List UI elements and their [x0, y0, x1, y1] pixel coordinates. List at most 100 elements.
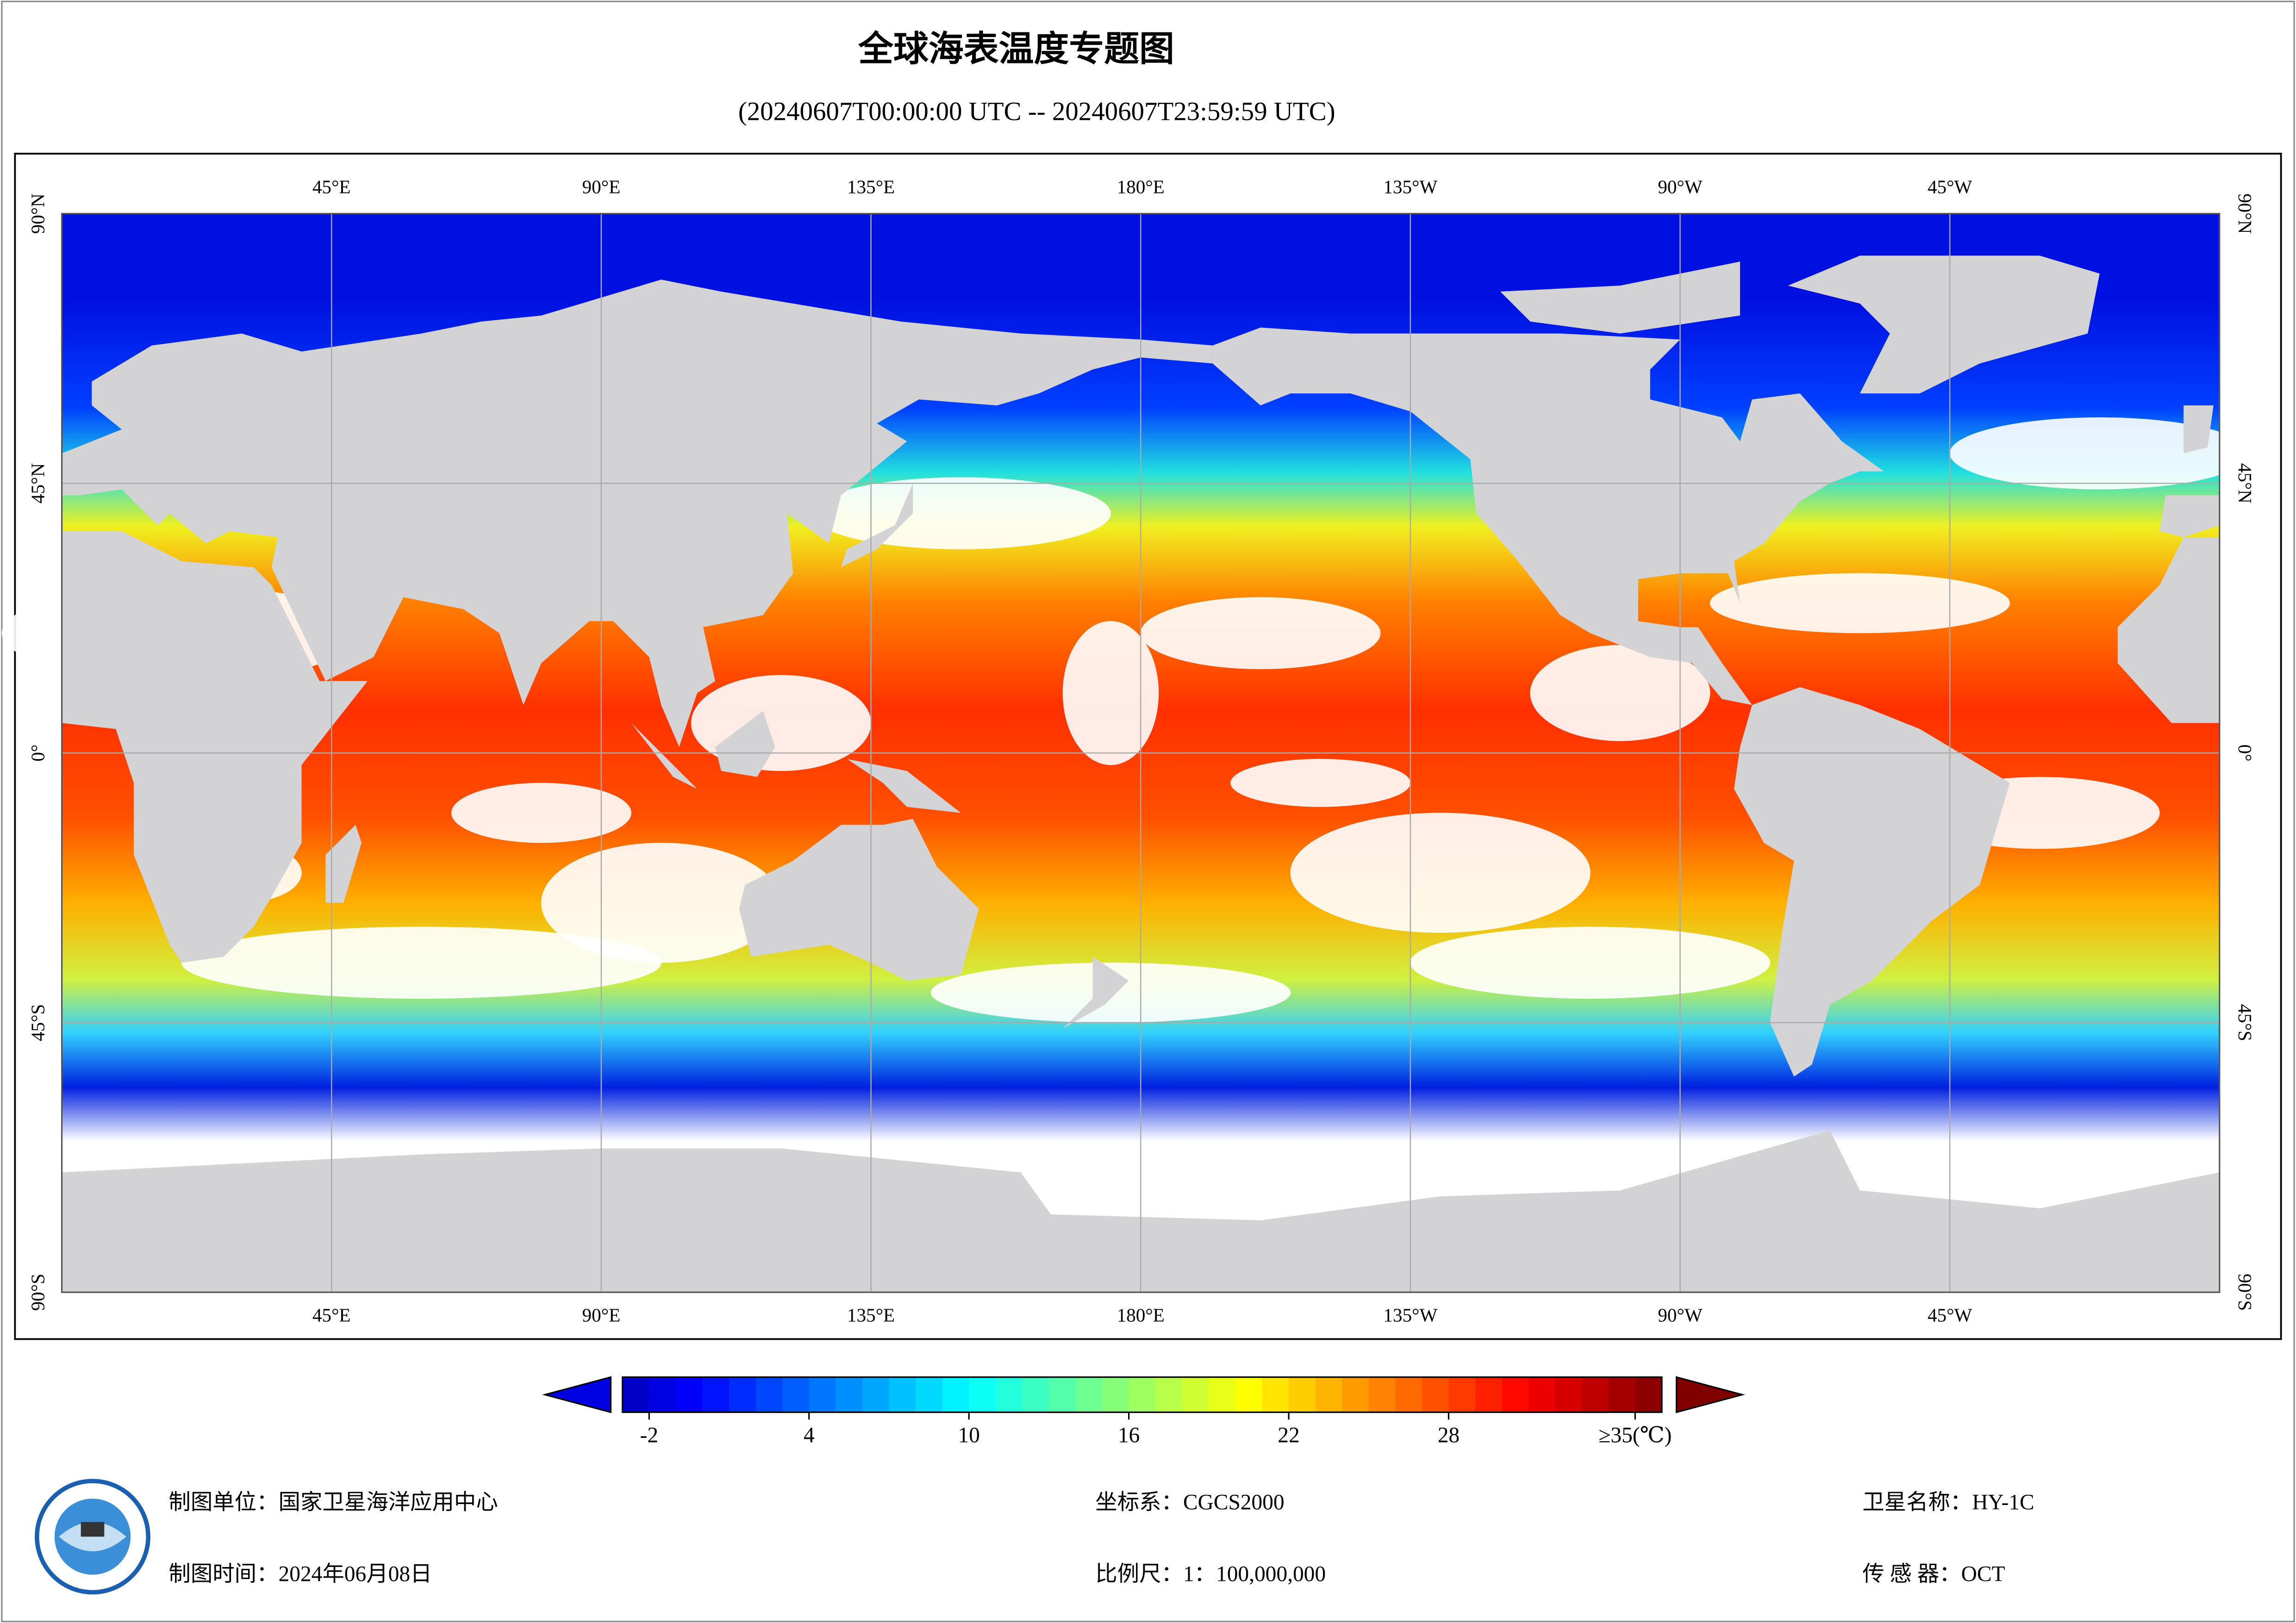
- lat-label-left: 45°S: [27, 1004, 49, 1041]
- land: [847, 759, 961, 813]
- lat-label-left: 90°N: [27, 193, 49, 234]
- colorbar-cell: [1529, 1377, 1556, 1412]
- colorbar-cell: [1155, 1377, 1183, 1412]
- colorbar-cell: [649, 1377, 677, 1412]
- colorbar-cell: [782, 1377, 810, 1412]
- cloud: [1062, 621, 1159, 765]
- land: [1734, 687, 2010, 1077]
- colorbar-tick-label: -2: [640, 1423, 659, 1447]
- land: [2184, 405, 2214, 454]
- colorbar-cell: [1635, 1377, 1663, 1412]
- colorbar-cell: [1422, 1377, 1449, 1412]
- lon-label-bottom: 135°E: [847, 1305, 895, 1326]
- lat-label-right: 90°S: [2234, 1274, 2256, 1311]
- map-frame: [14, 153, 2282, 1340]
- colorbar-cell: [1129, 1377, 1156, 1412]
- colorbar-tick-label: 16: [1118, 1423, 1140, 1447]
- footer-time: 制图时间：2024年06月08日: [168, 1562, 432, 1586]
- colorbar-cell: [969, 1377, 997, 1412]
- cloud: [181, 927, 662, 999]
- footer-scale: 比例尺：1：100,000,000: [1095, 1562, 1326, 1586]
- map: 45°E 45°E 90°E 90°E 135°E 135°E 180°E 180°E 135°…: [1, 176, 2256, 1326]
- colorbar-border: [622, 1376, 1663, 1413]
- colorbar-cell: [836, 1377, 863, 1412]
- lon-label-top: 45°W: [1928, 176, 1972, 197]
- land: [1062, 957, 1129, 1029]
- land: [739, 819, 979, 981]
- colorbar-cell: [1048, 1377, 1077, 1412]
- lon-label-bottom: 135°W: [1383, 1305, 1437, 1326]
- footer-unit: 制图单位：国家卫星海洋应用中心: [168, 1491, 498, 1515]
- colorbar-cell: [1288, 1377, 1316, 1412]
- colorbar-cell: [1262, 1377, 1290, 1412]
- colorbar-cell: [995, 1377, 1023, 1412]
- lon-label-bottom: 45°E: [312, 1305, 351, 1326]
- lon-label-top: 90°E: [582, 176, 621, 197]
- colorbar-cell: [675, 1377, 704, 1412]
- colorbar-cell: [1075, 1377, 1103, 1412]
- land: [325, 825, 362, 903]
- colorbar-cell: [889, 1377, 917, 1412]
- lon-label-bottom: 180°E: [1117, 1305, 1165, 1326]
- colorbar-cell: [1182, 1377, 1210, 1412]
- colorbar: -2 4 10 16 22 28 ≥35(℃): [542, 1376, 1746, 1447]
- cloud: [1530, 645, 1710, 741]
- lon-label-top: 135°W: [1383, 176, 1437, 197]
- colorbar-cell: [1582, 1377, 1610, 1412]
- colorbar-max-arrow: [1676, 1376, 1746, 1413]
- cloud: [451, 783, 631, 843]
- land: [1788, 255, 2100, 394]
- lon-label-top: 45°E: [312, 176, 351, 197]
- colorbar-cell: [1315, 1377, 1343, 1412]
- lon-label-bottom: 90°W: [1658, 1305, 1703, 1326]
- lat-label-left: 90°S: [27, 1274, 49, 1311]
- lon-label-top: 135°E: [847, 176, 895, 197]
- colorbar-cell: [1502, 1377, 1529, 1412]
- colorbar-tick-label: 28: [1438, 1423, 1460, 1447]
- subtitle: (20240607T00:00:00 UTC -- 20240607T23:59…: [738, 97, 1335, 126]
- cloud: [1710, 573, 2010, 634]
- land: [2159, 495, 2220, 537]
- land: [841, 483, 913, 567]
- lat-label-right: 90°N: [2234, 193, 2256, 234]
- footer-crs: 坐标系：CGCS2000: [1095, 1491, 1284, 1515]
- cloud: [1410, 927, 1771, 999]
- cloud: [1949, 417, 2250, 490]
- cloud: [1290, 813, 1591, 933]
- colorbar-cell: [1368, 1377, 1396, 1412]
- lon-label-top: 180°E: [1117, 176, 1165, 197]
- colorbar-cell: [1448, 1377, 1476, 1412]
- colorbar-cell: [809, 1377, 836, 1412]
- lat-label-left: 0°: [27, 745, 49, 762]
- land: [715, 711, 775, 777]
- colorbar-tick-label: 4: [804, 1423, 815, 1447]
- colorbar-cell: [862, 1377, 890, 1412]
- colorbar-min-arrow: [542, 1376, 612, 1413]
- lat-label-right: 45°S: [2234, 1004, 2256, 1041]
- colorbar-cell: [1342, 1377, 1370, 1412]
- cloud: [811, 477, 1111, 549]
- colorbar-cell: [755, 1377, 783, 1412]
- cloud: [1230, 759, 1411, 807]
- lat-label-left: 45°N: [27, 463, 49, 504]
- colorbar-cell: [622, 1377, 650, 1412]
- footer-satellite: 卫星名称：HY-1C: [1862, 1491, 2034, 1515]
- colorbar-cell: [1235, 1377, 1263, 1412]
- colorbar-cell: [942, 1377, 970, 1412]
- colorbar-cell: [1475, 1377, 1503, 1412]
- map-border: [61, 213, 2221, 1293]
- colorbar-cell: [1555, 1377, 1583, 1412]
- colorbar-tick-label: ≥35(℃): [1598, 1423, 1672, 1447]
- colorbar-cell: [1395, 1377, 1423, 1412]
- lon-label-bottom: 90°E: [582, 1305, 621, 1326]
- land: [2117, 537, 2220, 723]
- colorbar-cell: [1608, 1377, 1636, 1412]
- land: [1212, 327, 1884, 705]
- lon-label-top: 90°W: [1658, 176, 1703, 197]
- colorbar-cell: [729, 1377, 757, 1412]
- land: [62, 531, 368, 963]
- title: 全球海表温度专题图: [858, 29, 1174, 69]
- colorbar-tick-label: 10: [958, 1423, 980, 1447]
